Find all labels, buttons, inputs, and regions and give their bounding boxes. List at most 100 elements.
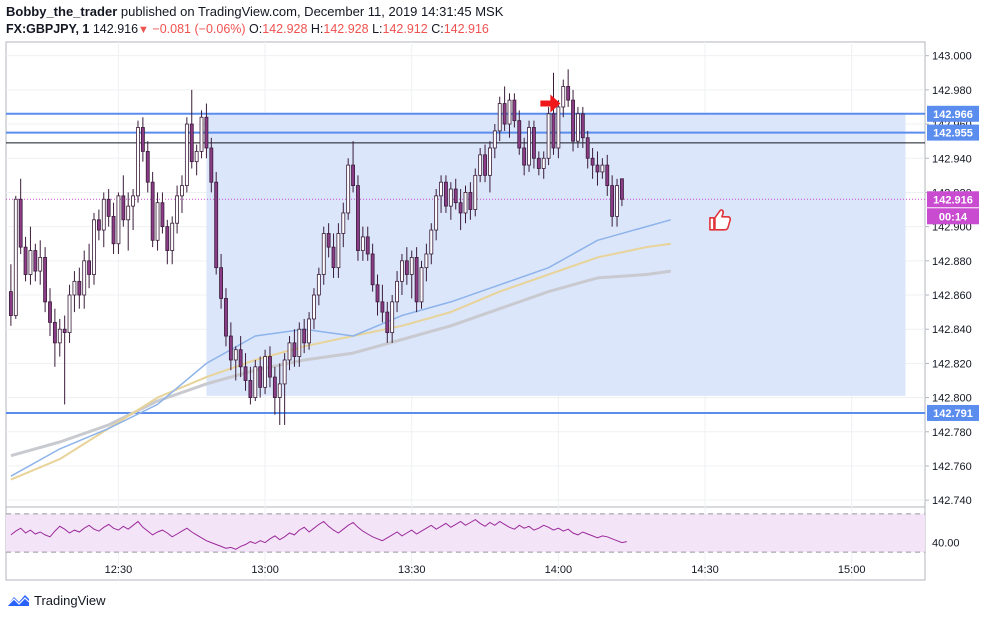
candle-body xyxy=(336,233,341,269)
candle-body xyxy=(536,157,541,169)
time-tick-label: 14:00 xyxy=(545,564,573,576)
annotation-layer xyxy=(540,94,732,231)
candle-body xyxy=(57,328,62,344)
candle-body xyxy=(160,202,165,228)
candle-body xyxy=(52,321,57,344)
price-tick-label: 142.880 xyxy=(932,256,972,268)
candle-body xyxy=(18,198,23,248)
current-price-tag-bg xyxy=(927,191,979,208)
candle-body xyxy=(429,229,434,255)
symbol-name[interactable]: FX:GBPJPY, 1 xyxy=(6,22,90,36)
level-price-tag-bg xyxy=(927,404,979,421)
candle-body xyxy=(492,130,497,149)
candle-body xyxy=(365,236,370,255)
candle-body xyxy=(219,267,224,299)
price-tick-label: 142.780 xyxy=(932,427,972,439)
candle-body xyxy=(77,280,82,296)
candle-body xyxy=(87,260,92,275)
candle-body xyxy=(380,301,385,313)
candle-body xyxy=(434,195,439,231)
candle-body xyxy=(62,328,67,334)
price-tick-label: 142.860 xyxy=(932,290,972,302)
candle-body xyxy=(414,257,419,303)
candle-body xyxy=(312,294,316,320)
level-price-tag: 142.791 xyxy=(927,404,979,421)
time-tick-label: 13:30 xyxy=(398,564,426,576)
close-value: 142.916 xyxy=(443,22,489,36)
candle-body xyxy=(370,253,375,286)
candle-body xyxy=(170,222,175,251)
candle-body xyxy=(546,113,551,159)
ema-fast-line xyxy=(10,219,672,477)
candle-body xyxy=(258,366,263,388)
time-tick-label: 15:00 xyxy=(838,564,866,576)
candle-body xyxy=(106,198,111,217)
candle-body xyxy=(82,260,87,296)
candle-body xyxy=(297,328,302,357)
candle-body xyxy=(351,164,355,187)
down-triangle-icon: ▼ xyxy=(138,24,149,36)
candle-body xyxy=(331,246,336,269)
candle-body xyxy=(585,137,590,159)
bar-timer-tag-text: 00:14 xyxy=(939,211,968,223)
level-price-tag-text: 142.791 xyxy=(933,408,973,420)
candle-body xyxy=(209,147,214,183)
level-price-tag-text: 142.955 xyxy=(933,128,973,140)
high-value: 142.928 xyxy=(323,22,369,36)
candle-body xyxy=(140,127,145,152)
candle-body xyxy=(444,181,448,207)
candle-layer xyxy=(8,69,624,425)
candle-body xyxy=(243,366,248,381)
time-tick-label: 13:00 xyxy=(251,564,279,576)
low-value: 142.912 xyxy=(382,22,428,36)
candle-body xyxy=(165,226,170,251)
candle-body xyxy=(214,181,219,269)
level-price-tag-bg xyxy=(927,124,979,141)
candle-body xyxy=(248,380,253,398)
price-tick-label: 142.900 xyxy=(932,222,972,234)
arrow-shape xyxy=(540,94,561,113)
candle-body xyxy=(253,366,258,398)
candle-body xyxy=(356,185,360,251)
candle-body xyxy=(204,116,209,149)
candle-body xyxy=(326,233,331,248)
brand-label: TradingView xyxy=(34,592,106,608)
candle-body xyxy=(67,294,72,334)
price-tick-label: 142.760 xyxy=(932,461,972,473)
price-tick-label: 143.000 xyxy=(932,51,972,63)
thumb-shape xyxy=(709,209,732,231)
candle-body xyxy=(527,127,531,166)
candle-body xyxy=(136,127,140,197)
price-tick-label: 142.940 xyxy=(932,153,972,165)
candle-body xyxy=(238,349,243,368)
candle-body xyxy=(316,274,321,296)
candle-body xyxy=(463,192,468,214)
candle-body xyxy=(302,328,307,344)
author-name[interactable]: Bobby_the_trader xyxy=(6,4,118,19)
footer-brand[interactable]: TradingView xyxy=(6,590,106,610)
time-axis[interactable]: 12:30 13:00 13:30 14:00 14:30 15:00 xyxy=(105,564,866,576)
candle-body xyxy=(189,123,194,163)
candle-body xyxy=(184,123,189,187)
price-tick-label: 142.740 xyxy=(932,495,972,507)
candle-body xyxy=(483,154,487,176)
candle-body xyxy=(473,174,478,210)
price-tick-label: 142.980 xyxy=(932,85,972,97)
rsi-pane xyxy=(6,513,925,553)
candle-body xyxy=(580,113,585,139)
price-tick-label: 142.800 xyxy=(932,393,972,405)
candle-body xyxy=(321,233,326,275)
candle-body xyxy=(576,113,580,142)
candle-body xyxy=(145,151,150,183)
candle-body xyxy=(150,181,155,241)
candle-body xyxy=(561,86,566,108)
candle-body xyxy=(488,147,492,176)
level-price-tag-text: 142.966 xyxy=(933,109,973,121)
candle-body xyxy=(478,154,483,176)
candle-body xyxy=(404,260,409,275)
candle-body xyxy=(497,103,502,132)
candle-body xyxy=(600,164,605,173)
candle-body xyxy=(38,257,43,272)
candle-body xyxy=(277,383,282,398)
